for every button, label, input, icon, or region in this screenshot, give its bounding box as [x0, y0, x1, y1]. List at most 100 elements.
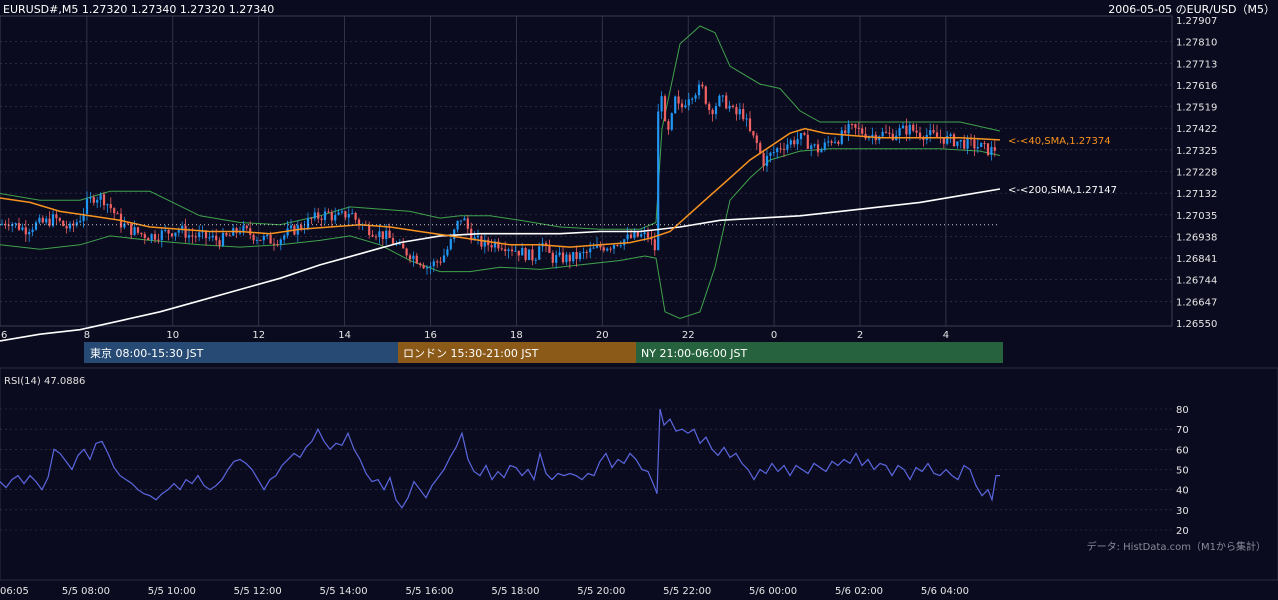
candle-body: [235, 228, 238, 233]
price-tick-label: 1.27519: [1176, 103, 1217, 114]
bollinger-upper: [0, 25, 1001, 230]
candle-body: [371, 235, 374, 237]
candle-body: [85, 198, 89, 214]
candle-body: [184, 225, 187, 238]
candle-body: [612, 245, 616, 249]
candle-body: [429, 266, 432, 268]
candle-body: [844, 130, 847, 134]
candle-body: [476, 236, 480, 238]
candle-body: [599, 244, 602, 248]
candle-body: [735, 106, 738, 115]
candle-body: [555, 255, 558, 263]
candle-body: [483, 239, 486, 247]
candle-body: [228, 235, 231, 237]
candle-body: [378, 231, 381, 237]
candle-body: [344, 211, 347, 218]
candle-body: [646, 232, 650, 238]
candle-body: [381, 231, 384, 240]
candle-body: [704, 86, 707, 104]
sma40-label: <-<40,SMA,1.27374: [1008, 136, 1111, 147]
candle-body: [813, 144, 816, 146]
candle-body: [514, 250, 517, 252]
candle-body: [653, 239, 656, 251]
candle-body: [279, 239, 282, 245]
candle-body: [871, 134, 874, 137]
candle-body: [755, 135, 758, 144]
candle-body: [963, 139, 966, 149]
candle-body: [793, 140, 796, 145]
hour-tick-label: 20: [596, 330, 609, 341]
hour-tick-label: 2: [857, 330, 863, 341]
session-ny-label: NY 21:00-06:00 JST: [641, 347, 748, 360]
candle-body: [820, 149, 823, 153]
candle-body: [466, 218, 469, 229]
candle-body: [796, 139, 799, 145]
candle-body: [211, 235, 214, 238]
candle-body: [772, 152, 775, 154]
candle-body: [208, 237, 211, 239]
price-axis: 1.27907 1.27810 1.27713 1.27616 1.27519 1.274…: [1176, 16, 1217, 330]
hour-axis: 6 8 10 12 14 16 18 20 22 0 2 4: [1, 330, 949, 341]
main-price-panel: 1.27907 1.27810 1.27713 1.27616 1.27519 1.274…: [0, 3, 1275, 342]
candle-body: [980, 142, 983, 148]
candle-body: [534, 259, 537, 261]
candle-body: [4, 223, 7, 225]
candle-body: [714, 105, 718, 115]
candle-body: [779, 148, 782, 150]
candle-body: [697, 84, 701, 96]
candle-body: [748, 118, 752, 132]
candle-body: [759, 143, 762, 154]
candle-body: [24, 227, 27, 235]
candle-body: [109, 204, 112, 209]
candle-body: [510, 249, 514, 252]
candle-body: [538, 246, 541, 260]
candle-body: [79, 220, 82, 223]
candle-body: [245, 225, 248, 229]
price-tick-label: 1.27325: [1176, 146, 1217, 157]
hour-tick-label: 10: [166, 330, 179, 341]
rsi-tick-label: 60: [1176, 445, 1189, 456]
candle-body: [38, 217, 41, 223]
candle-body: [126, 223, 129, 225]
candle-body: [157, 239, 160, 241]
candle-body: [143, 234, 146, 239]
sma200-label: <-<200,SMA,1.27147: [1008, 185, 1117, 196]
candle-body: [58, 218, 61, 221]
time-tick-label: 5/5 18:00: [491, 586, 539, 597]
candle-body: [116, 213, 119, 215]
candle-body: [198, 232, 201, 237]
candle-body: [507, 249, 510, 252]
candle-body: [7, 224, 10, 226]
rsi-tick-label: 20: [1176, 526, 1189, 537]
candle-body: [582, 251, 585, 253]
candle-body: [432, 261, 435, 267]
time-tick-label: 5/6 00:00: [749, 586, 797, 597]
candle-body: [133, 227, 136, 235]
candle-body: [459, 220, 463, 222]
candle-body: [701, 84, 704, 87]
candle-body: [912, 124, 915, 131]
price-tick-label: 1.27035: [1176, 211, 1217, 222]
candle-body: [374, 236, 378, 238]
candle-body: [626, 234, 629, 240]
session-london-label: ロンドン 15:30-21:00 JST: [403, 347, 539, 360]
candle-body: [215, 235, 218, 241]
candle-body: [500, 248, 503, 250]
candle-body: [765, 155, 769, 167]
candle-body: [82, 213, 85, 221]
candle-body: [102, 194, 106, 206]
price-tick-label: 1.27907: [1176, 16, 1217, 27]
candle-body: [524, 248, 527, 260]
chart-title: 2006-05-05 のEUR/USD（M5）: [1108, 3, 1275, 16]
candle-body: [497, 241, 500, 249]
candle-body: [803, 133, 806, 135]
rsi-tick-label: 80: [1176, 405, 1189, 416]
candle-body: [548, 245, 551, 253]
sma40-line: [0, 127, 1001, 248]
candle-body: [881, 131, 884, 137]
candle-body: [531, 249, 534, 261]
candle-body: [368, 225, 371, 236]
rsi-tick-label: 50: [1176, 466, 1189, 477]
candle-body: [789, 140, 792, 145]
